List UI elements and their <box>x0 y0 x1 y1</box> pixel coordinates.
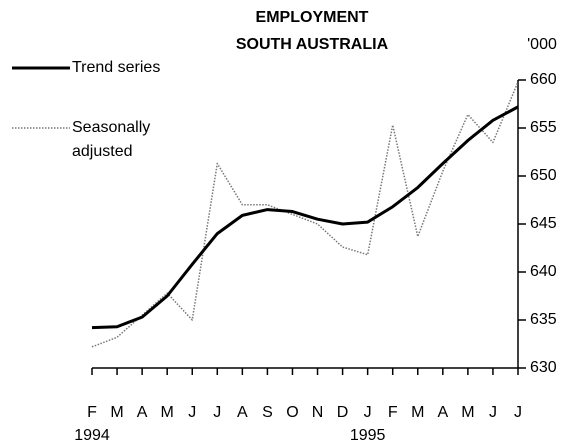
y-tick-label: 630 <box>530 359 557 376</box>
y-axis-label: '000 <box>527 36 557 53</box>
x-tick-label: M <box>110 404 123 421</box>
legend-label: Seasonally adjusted <box>72 119 151 160</box>
y-tick-label: 660 <box>530 71 557 88</box>
x-tick-label: A <box>437 404 448 421</box>
x-tick-label: S <box>262 404 273 421</box>
x-tick-label: O <box>286 404 298 421</box>
chart-subtitle: SOUTH AUSTRALIA <box>236 36 389 53</box>
y-tick-label: 650 <box>530 167 557 184</box>
y-tick-label: 640 <box>530 263 557 280</box>
x-tick-label: J <box>364 404 372 421</box>
legend-label: Trend series <box>72 59 161 76</box>
x-tick-label: J <box>489 404 497 421</box>
year-label: 1995 <box>350 427 386 443</box>
x-tick-label: F <box>87 404 97 421</box>
x-tick-label: J <box>514 404 522 421</box>
x-tick-label: A <box>137 404 148 421</box>
chart-title: EMPLOYMENT <box>256 9 369 26</box>
series-line <box>91 105 519 330</box>
x-tick-label: M <box>161 404 174 421</box>
series-line <box>91 81 519 348</box>
y-tick-label: 645 <box>530 215 557 232</box>
x-tick-label: F <box>388 404 398 421</box>
x-tick-label: N <box>312 404 324 421</box>
x-tick-label: A <box>237 404 248 421</box>
y-tick-label: 635 <box>530 311 557 328</box>
x-tick-label: J <box>188 404 196 421</box>
x-tick-label: M <box>461 404 474 421</box>
x-tick-label: J <box>213 404 221 421</box>
y-tick-label: 655 <box>530 119 557 136</box>
x-tick-label: D <box>337 404 349 421</box>
year-label: 1994 <box>74 427 110 443</box>
x-tick-label: M <box>411 404 424 421</box>
